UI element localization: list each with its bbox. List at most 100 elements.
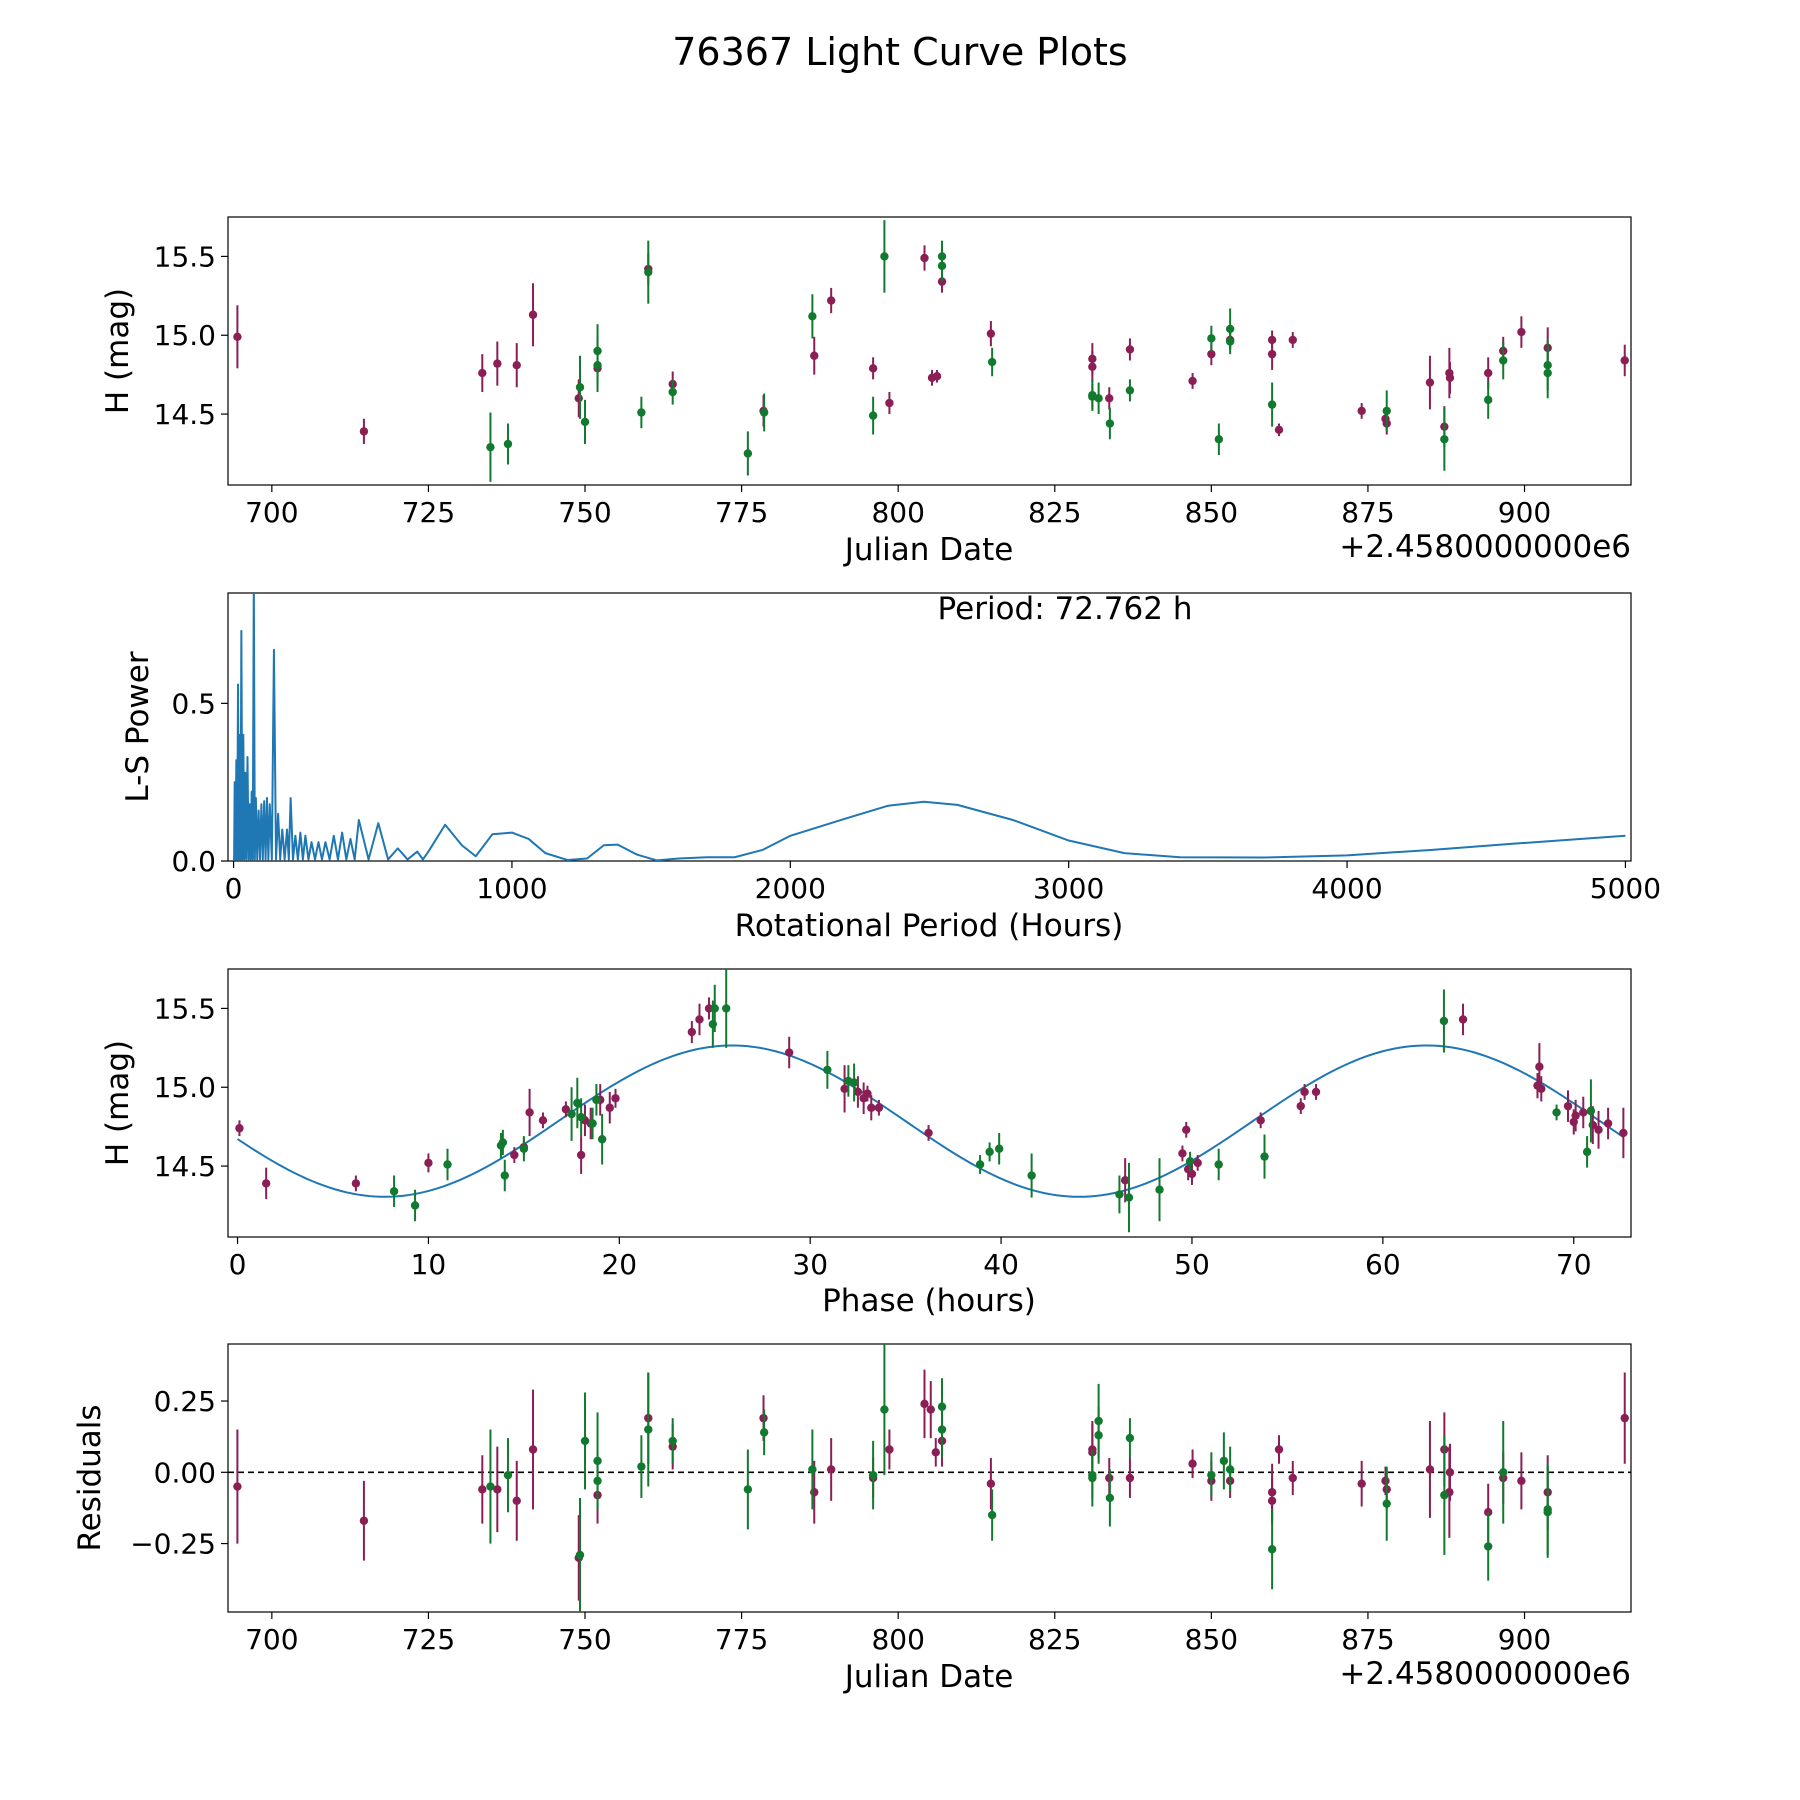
phased-point-g bbox=[708, 1019, 718, 1029]
lightcurve-point-g bbox=[575, 383, 585, 392]
residuals-y-axis-label: Residuals bbox=[72, 1404, 108, 1551]
phased-point-r bbox=[1256, 1116, 1265, 1125]
lightcurve-data-points bbox=[233, 220, 1629, 482]
phased-x-tick-label: 0 bbox=[229, 1248, 247, 1281]
phased-point-r bbox=[1300, 1087, 1309, 1097]
phased-point-g bbox=[443, 1160, 452, 1169]
phased-point-r bbox=[1182, 1125, 1191, 1135]
residuals-point-r bbox=[1274, 1445, 1284, 1454]
lightcurve-x-tick-label: 825 bbox=[1028, 496, 1081, 529]
lightcurve-point-r bbox=[868, 364, 878, 373]
phased-point-r bbox=[1193, 1158, 1202, 1168]
phased-point-g bbox=[573, 1098, 582, 1108]
phased-point-r bbox=[351, 1179, 361, 1188]
residuals-point-g bbox=[1483, 1542, 1493, 1551]
lightcurve-point-g bbox=[743, 449, 753, 458]
periodogram-x-axis-label: Rotational Period (Hours) bbox=[735, 908, 1124, 944]
phased-point-r bbox=[235, 1124, 244, 1133]
residuals-axes-frame bbox=[227, 1343, 1632, 1613]
residuals-point-g bbox=[987, 1510, 997, 1520]
phased-point-r bbox=[1563, 1101, 1573, 1111]
phased-point-g bbox=[1439, 1016, 1449, 1026]
residuals-point-g bbox=[668, 1436, 677, 1446]
lightcurve-point-r bbox=[233, 332, 242, 342]
phased-point-r bbox=[1187, 1169, 1197, 1179]
lightcurve-panel: Julian Date H (mag) +2.4580000000e6 700 7… bbox=[100, 216, 1632, 568]
periodogram-x-tick-label: 2000 bbox=[755, 872, 826, 905]
periodogram-y-tick-label: 0.5 bbox=[171, 687, 216, 720]
phased-point-r bbox=[611, 1094, 620, 1103]
lightcurve-point-g bbox=[987, 357, 997, 367]
residuals-panel: Julian Date Residuals +2.4580000000e6 70… bbox=[72, 1343, 1632, 1695]
phased-y-tick-label: 15.5 bbox=[154, 992, 216, 1025]
phased-point-r bbox=[424, 1158, 433, 1168]
residuals-point-g bbox=[743, 1485, 753, 1494]
phased-point-g bbox=[498, 1138, 508, 1147]
lightcurve-point-r bbox=[810, 351, 819, 360]
phased-point-g bbox=[1214, 1160, 1223, 1169]
lightcurve-x-tick-label: 700 bbox=[245, 496, 298, 529]
lightcurve-point-r bbox=[1188, 376, 1197, 386]
lightcurve-point-r bbox=[1357, 406, 1366, 416]
phased-point-g bbox=[823, 1065, 832, 1075]
lightcurve-point-r bbox=[512, 360, 521, 370]
residuals-x-tick-label: 700 bbox=[245, 1623, 298, 1656]
phased-point-r bbox=[1594, 1125, 1603, 1135]
residuals-x-tick-label: 750 bbox=[558, 1623, 611, 1656]
phased-point-r bbox=[1619, 1128, 1628, 1138]
phased-point-r bbox=[1535, 1062, 1544, 1071]
phased-y-tick-label: 15.0 bbox=[154, 1071, 216, 1104]
lightcurve-y-tick-label: 15.5 bbox=[154, 240, 216, 273]
periodogram-power-line bbox=[232, 593, 1626, 861]
lightcurve-point-r bbox=[1105, 394, 1114, 403]
residuals-point-r bbox=[359, 1516, 369, 1525]
lightcurve-point-g bbox=[637, 408, 646, 417]
figure-title: 76367 Light Curve Plots bbox=[672, 30, 1127, 74]
residuals-x-tick-label: 850 bbox=[1185, 1623, 1238, 1656]
phased-point-g bbox=[592, 1095, 601, 1105]
lightcurve-point-g bbox=[1499, 356, 1508, 365]
phased-data-points bbox=[235, 969, 1628, 1233]
residuals-x-tick-label: 800 bbox=[871, 1623, 924, 1656]
lightcurve-point-g bbox=[1267, 400, 1277, 409]
phased-x-tick-label: 20 bbox=[601, 1248, 637, 1281]
periodogram-period-annotation: Period: 72.762 h bbox=[938, 591, 1193, 627]
lightcurve-axes-frame bbox=[227, 216, 1632, 486]
residuals-x-axis-label: Julian Date bbox=[843, 1659, 1014, 1695]
phased-point-r bbox=[1178, 1149, 1187, 1158]
residuals-point-r bbox=[1288, 1473, 1297, 1483]
phased-point-g bbox=[1155, 1185, 1164, 1194]
residuals-point-g bbox=[1382, 1499, 1391, 1508]
phased-point-r bbox=[576, 1150, 586, 1160]
residuals-point-r bbox=[233, 1482, 242, 1491]
phased-point-g bbox=[1027, 1171, 1036, 1180]
phased-panel: Phase (hours) H (mag) 0 10 20 30 40 50 60 70 14.… bbox=[100, 968, 1632, 1319]
lightcurve-point-g bbox=[668, 387, 677, 397]
periodogram-y-axis-label: L-S Power bbox=[120, 651, 156, 802]
residuals-point-g bbox=[1225, 1465, 1235, 1474]
periodogram-axes-frame bbox=[227, 592, 1632, 862]
lightcurve-point-r bbox=[1207, 349, 1216, 359]
phased-point-r bbox=[525, 1108, 534, 1117]
lightcurve-point-g bbox=[1105, 419, 1115, 428]
residuals-point-g bbox=[637, 1462, 646, 1471]
lightcurve-point-r bbox=[986, 329, 996, 338]
lightcurve-point-g bbox=[1094, 394, 1103, 403]
residuals-y-tick-label: 0.00 bbox=[154, 1456, 216, 1489]
lightcurve-point-g bbox=[1382, 406, 1391, 416]
lightcurve-point-r bbox=[493, 359, 502, 368]
phased-point-g bbox=[1260, 1152, 1269, 1161]
lightcurve-x-tick-label: 725 bbox=[402, 496, 455, 529]
residuals-point-g bbox=[1219, 1456, 1229, 1466]
phased-x-tick-label: 60 bbox=[1365, 1248, 1401, 1281]
lightcurve-point-g bbox=[580, 417, 590, 427]
lightcurve-point-r bbox=[1517, 327, 1526, 337]
phased-point-r bbox=[261, 1179, 271, 1188]
phased-point-g bbox=[567, 1109, 576, 1119]
lightcurve-point-r bbox=[574, 394, 583, 403]
residuals-point-g bbox=[1105, 1493, 1115, 1503]
lightcurve-x-tick-label: 850 bbox=[1185, 496, 1238, 529]
residuals-point-g bbox=[580, 1436, 590, 1446]
lightcurve-y-tick-label: 14.5 bbox=[154, 398, 216, 431]
residuals-point-r bbox=[1381, 1476, 1390, 1486]
